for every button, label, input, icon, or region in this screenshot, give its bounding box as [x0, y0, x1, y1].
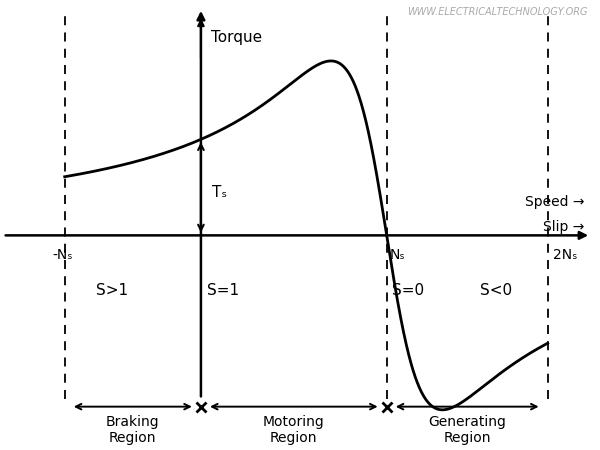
Text: -Nₛ: -Nₛ	[52, 248, 73, 262]
Text: Slip →: Slip →	[544, 220, 585, 234]
Text: S<0: S<0	[479, 283, 512, 298]
Text: Torque: Torque	[211, 30, 262, 45]
Text: S=1: S=1	[207, 283, 239, 298]
Text: Tₛ: Tₛ	[212, 184, 227, 200]
Text: Speed →: Speed →	[526, 194, 585, 208]
Text: Generating
Region: Generating Region	[428, 415, 506, 446]
Text: Nₛ: Nₛ	[389, 248, 405, 262]
Text: Braking
Region: Braking Region	[106, 415, 160, 446]
Text: S>1: S>1	[95, 283, 128, 298]
Text: 2Nₛ: 2Nₛ	[553, 248, 577, 262]
Text: Motoring
Region: Motoring Region	[263, 415, 325, 446]
Text: S=0: S=0	[392, 283, 424, 298]
Text: WWW.ELECTRICALTECHNOLOGY.ORG: WWW.ELECTRICALTECHNOLOGY.ORG	[407, 7, 587, 17]
